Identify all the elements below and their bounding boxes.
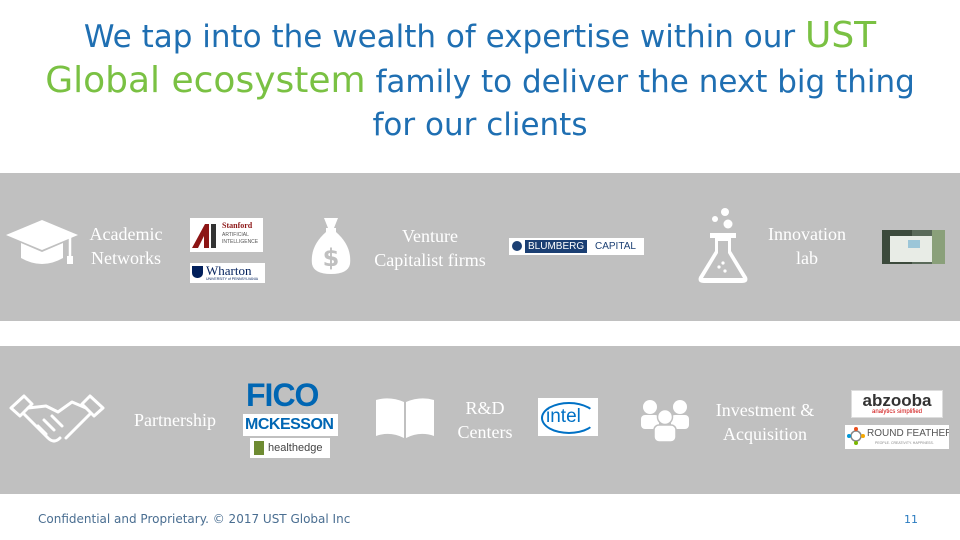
svg-text:$: $: [323, 244, 340, 272]
people-group-icon: [641, 400, 689, 442]
footer-confidential-text: Confidential and Proprietary. © 2017 UST…: [38, 512, 351, 526]
title-part-2: family to deliver the next big thing for…: [365, 64, 915, 143]
wharton-sub: UNIVERSITY of PENNSYLVANIA: [206, 277, 259, 281]
stanford-sub1: ARTIFICIAL: [222, 232, 249, 238]
round-feather-logo: ROUND FEATHER PEOPLE. CREATIVITY. HAPPIN…: [845, 425, 949, 449]
wharton-text: Wharton: [206, 263, 252, 278]
wharton-logo: Wharton UNIVERSITY of PENNSYLVANIA: [190, 263, 265, 283]
fico-logo: FICO: [246, 381, 330, 412]
healthedge-mark-icon: [254, 441, 264, 455]
stanford-mark-icon: [192, 224, 216, 248]
round-feather-text: ROUND FEATHER: [867, 428, 949, 439]
investment-label-line1: Investment &: [715, 400, 815, 420]
academic-label-line1: Academic: [89, 224, 163, 244]
page-number: 11: [904, 513, 918, 526]
academic-label-line2: Networks: [91, 248, 161, 268]
money-bag-icon: $: [311, 218, 351, 274]
title-highlight: UST Global ecosystem: [45, 15, 877, 101]
stanford-text: Stanford: [222, 221, 253, 230]
innovation-label-line2: lab: [796, 248, 818, 268]
venture-label-line2: Capitalist firms: [374, 250, 486, 270]
rnd-label-line2: Centers: [457, 422, 513, 442]
abzooba-sub: analytics simplified: [871, 409, 923, 415]
capital-text: CAPITAL: [595, 241, 636, 252]
intel-logo: intel: [538, 398, 598, 436]
venture-label-line1: Venture: [402, 226, 458, 246]
blumberg-mark-icon: [512, 241, 522, 251]
innovation-label-line1: Innovation: [768, 224, 846, 244]
innovation-lab-label: Innovation lab: [752, 222, 862, 270]
abzooba-text: abzooba: [862, 391, 932, 410]
blumberg-text: BLUMBERG: [525, 240, 588, 253]
healthedge-logo: healthedge: [250, 438, 330, 458]
wharton-shield-icon: [192, 266, 203, 278]
venture-capitalist-label: Venture Capitalist firms: [356, 224, 504, 272]
blumberg-capital-logo: BLUMBERG CAPITAL: [509, 238, 644, 255]
round-feather-sub: PEOPLE. CREATIVITY. HAPPINESS.: [875, 441, 934, 445]
fico-text: FICO: [246, 381, 319, 412]
academic-networks-label: Academic Networks: [70, 222, 182, 270]
abzooba-logo: abzooba analytics simplified: [851, 390, 943, 418]
stanford-sub2: INTELLIGENCE: [222, 239, 259, 245]
title-part-1: We tap into the wealth of expertise with…: [83, 19, 805, 55]
open-book-icon: [376, 398, 434, 438]
healthedge-text: healthedge: [268, 442, 323, 454]
intel-text: intel: [546, 406, 581, 427]
handshake-icon: [9, 394, 105, 443]
round-feather-mark-icon: [847, 427, 865, 445]
innovation-lab-photo: [882, 230, 945, 264]
stanford-ai-logo: Stanford ARTIFICIAL INTELLIGENCE: [190, 218, 263, 252]
top-band: [0, 173, 960, 321]
mckesson-text: MCKESSON: [245, 416, 334, 433]
partnership-label: Partnership: [134, 410, 216, 430]
slide-title: We tap into the wealth of expertise with…: [30, 14, 930, 147]
graduation-cap-icon: [6, 220, 78, 264]
rnd-label-line1: R&D: [465, 398, 505, 418]
lab-flask-icon: [698, 208, 748, 283]
rnd-centers-label: R&D Centers: [438, 396, 532, 444]
bottom-band: [0, 346, 960, 494]
mckesson-logo: MCKESSON: [243, 414, 338, 436]
investment-acquisition-label: Investment & Acquisition: [700, 398, 830, 446]
investment-label-line2: Acquisition: [723, 424, 807, 444]
